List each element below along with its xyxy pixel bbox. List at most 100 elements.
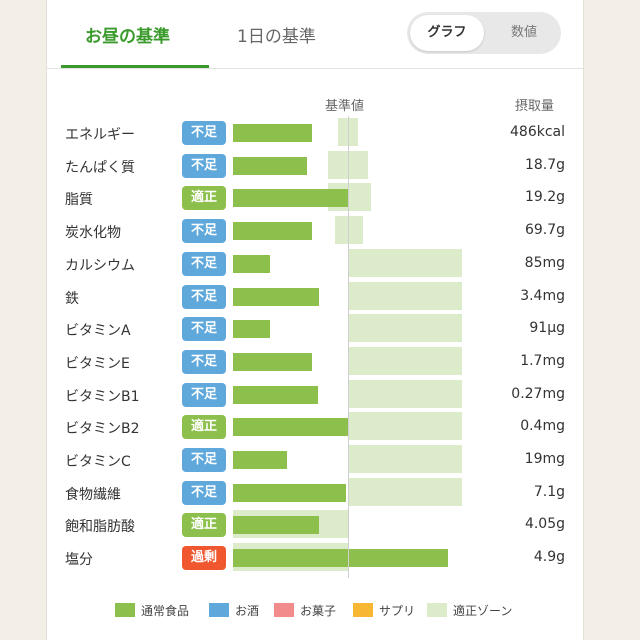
nutrient-name: 塩分 [65,552,93,569]
nutrient-row: ビタミンA 不足 91µg [47,314,585,344]
nutrient-row: 飽和脂肪酸 適正 4.05g [47,510,585,540]
status-badge: 過剰 [182,546,226,571]
legend-item: お酒 [209,602,259,619]
intake-bar [233,483,346,502]
intake-value: 18.7g [524,156,565,173]
legend-item: 通常食品 [115,602,189,619]
nutrient-row: カルシウム 不足 85mg [47,248,585,279]
tab-divider [47,68,583,69]
nutrient-name: 炭水化物 [65,225,121,242]
status-badge: 不足 [182,121,226,145]
intake-value: 1.7mg [520,352,565,369]
intake-value: 69.7g [524,222,565,239]
intake-value: 85mg [524,254,565,271]
nutrient-row: ビタミンB2 適正 0.4mg [47,412,585,442]
nutrient-name: ビタミンE [65,355,130,372]
optimal-zone [348,445,462,473]
optimal-zone [348,412,462,441]
intake-bar [233,418,348,437]
intake-bar [233,156,307,175]
optimal-zone [335,216,363,245]
optimal-zone [348,379,462,408]
intake-value: 19mg [524,451,565,467]
optimal-zone [348,248,462,277]
nutrient-row: たんぱく質 不足 18.7g [47,150,585,181]
intake-bar [233,385,319,404]
status-badge: 不足 [182,448,226,472]
status-badge: 不足 [182,251,226,276]
nutrient-name: エネルギー [65,127,135,143]
intake-value: 0.4mg [520,418,565,435]
legend-label: 適正ゾーン [453,604,513,618]
intake-bar [233,189,350,208]
standard-reference-line [348,116,349,578]
status-badge: 適正 [182,513,226,538]
optimal-zone [348,477,462,506]
nutrient-name: 食物繊維 [65,486,121,503]
legend: 通常食品 お酒 お菓子 サプリ 適正ゾーン [47,602,585,622]
legend-swatch [209,603,229,617]
nutrient-name: カルシウム [65,257,135,274]
tab-daily-standard[interactable]: 1日の基準 [237,27,316,47]
nutrient-row: ビタミンB1 不足 0.27mg [47,379,585,410]
intake-header: 摂取量 [515,99,555,114]
intake-bar [233,287,320,306]
status-badge: 不足 [182,382,226,407]
standard-value-header: 基準値 [325,99,365,114]
legend-item: サプリ [353,602,415,619]
graph-view-button[interactable]: グラフ [410,15,484,51]
nutrient-name: 鉄 [65,290,79,307]
intake-value: 3.4mg [520,287,565,304]
intake-value: 4.9g [533,549,565,566]
intake-bar [233,320,270,339]
status-badge: 不足 [182,153,226,178]
legend-item: 適正ゾーン [427,602,512,619]
intake-bar [233,352,313,371]
legend-item: お菓子 [274,602,336,619]
nutrient-name: 脂質 [65,192,93,209]
optimal-zone [337,118,359,146]
value-view-button[interactable]: 数値 [510,25,537,40]
legend-label: 通常食品 [141,604,190,618]
nutrient-row: 脂質 適正 19.2g [47,183,585,213]
status-badge: 不足 [182,317,226,342]
intake-value: 7.1g [533,483,565,500]
legend-label: サプリ [379,604,416,618]
active-tab-indicator [61,65,209,68]
status-badge: 適正 [182,186,226,211]
nutrition-panel: お昼の基準 1日の基準 グラフ 数値 基準値 摂取量 エネルギー 不足 486kca… [46,0,584,640]
tab-lunch-standard[interactable]: お昼の基準 [85,27,170,47]
nutrient-name: ビタミンA [65,323,131,340]
nutrient-row: ビタミンE 不足 1.7mg [47,346,585,377]
legend-swatch [427,603,447,617]
nutrient-row: ビタミンC 不足 19mg [47,445,585,475]
nutrient-row: 食物繊維 不足 7.1g [47,477,585,508]
intake-value: 19.2g [524,189,565,206]
nutrient-row: エネルギー 不足 486kcal [47,118,585,148]
optimal-zone [348,314,462,343]
nutrient-row: 鉄 不足 3.4mg [47,281,585,312]
nutrient-name: ビタミンB1 [65,388,140,405]
status-badge: 不足 [182,219,226,244]
legend-label: お菓子 [300,604,337,618]
status-badge: 不足 [182,349,226,374]
nutrient-name: ビタミンC [65,454,131,470]
legend-swatch [353,603,373,617]
status-badge: 不足 [182,480,226,505]
intake-bar [233,124,313,142]
intake-value: 91µg [529,320,565,337]
intake-bar [233,549,449,568]
view-toggle: グラフ 数値 [407,12,561,54]
nutrient-name: たんぱく質 [65,159,135,176]
intake-bar [233,254,270,273]
intake-bar [233,451,288,469]
nutrient-name: 飽和脂肪酸 [65,519,135,536]
intake-value: 0.27mg [511,385,565,402]
nutrient-name: ビタミンB2 [65,421,140,438]
legend-swatch [115,603,135,617]
optimal-zone [328,150,368,179]
nutrient-row: 塩分 過剰 4.9g [47,543,585,573]
optimal-zone [348,346,462,375]
optimal-zone [348,281,462,310]
legend-label: お酒 [235,604,260,618]
